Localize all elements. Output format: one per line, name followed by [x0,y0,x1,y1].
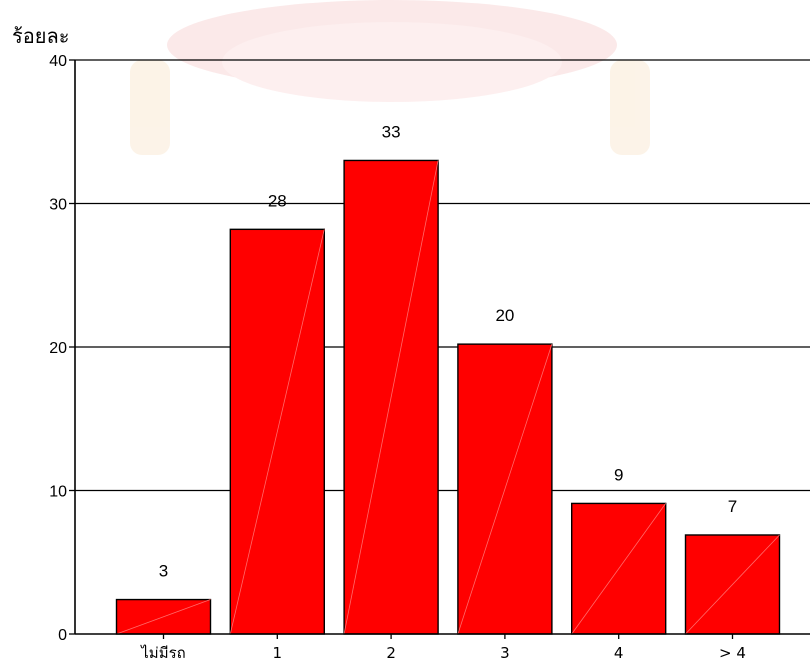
x-tick-label-1: 1 [273,644,283,662]
data-label-5: 7 [728,497,737,516]
data-label-3: 20 [495,306,514,325]
bars [115,159,781,635]
data-label-2: 33 [382,122,401,141]
y-tick-label-2: 20 [49,340,67,357]
bar-sheen-1 [229,229,325,635]
data-labels: 3 28 33 20 9 7 [159,122,737,580]
bar-sheen-4 [571,503,667,635]
bar-sheen-2 [343,160,439,635]
bar-sheen-5 [685,534,780,635]
x-tick-label-3: 3 [500,644,510,662]
y-tick-label-3: 30 [49,197,67,214]
data-label-0: 3 [159,562,168,581]
axes [74,60,810,635]
data-label-1: 28 [268,191,287,210]
x-tick-labels: ไม่มีรถ 1 2 3 4 > 4 [140,634,746,662]
y-tick-labels: 0 10 20 30 40 [49,53,67,644]
watermark [130,0,650,155]
bar-sheen-0 [116,599,211,635]
bar-sheen-3 [457,344,553,635]
y-axis-label: ร้อยละ [12,24,69,48]
x-tick-label-5: > 4 [719,644,746,662]
data-label-4: 9 [614,465,623,484]
x-tick-label-2: 2 [386,644,396,662]
x-tick-label-0: ไม่มีรถ [140,644,185,662]
y-tick-label-0: 0 [58,627,67,644]
y-tick-label-4: 40 [49,53,67,70]
x-tick-label-4: 4 [614,644,624,662]
y-tick-label-1: 10 [49,484,67,501]
gridlines [69,59,810,635]
